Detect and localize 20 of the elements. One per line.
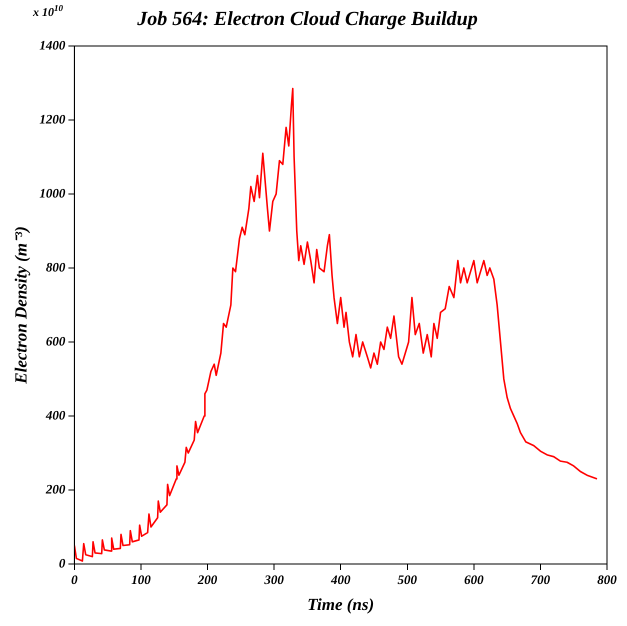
y-tick-label: 600: [46, 333, 66, 348]
x-tick-label: 800: [597, 572, 618, 588]
y-axis-title: Electron Density (m⁻³): [12, 226, 31, 385]
y-tick-label: 800: [46, 259, 66, 274]
y-tick-label: 200: [44, 481, 66, 496]
x-tick-label: 600: [464, 572, 484, 588]
y-tick-label: 400: [44, 407, 66, 422]
y-tick-label: 1200: [39, 111, 66, 126]
x-tick-label: 700: [530, 572, 551, 588]
x-axis-title: Time (ns): [307, 595, 374, 614]
x-tick-label: 0: [71, 572, 78, 588]
chart-title: Job 564: Electron Cloud Charge Buildup: [136, 8, 478, 30]
x-tick-label: 500: [398, 572, 418, 588]
x-tick-label: 200: [196, 572, 218, 588]
y-tick-label: 1000: [39, 185, 66, 200]
y-tick-label: 1400: [39, 37, 66, 52]
y-tick-label: 0: [58, 555, 66, 570]
x-tick-label: 100: [131, 572, 152, 588]
x-tick-label: 300: [263, 572, 284, 588]
x-tick-label: 400: [330, 572, 351, 588]
